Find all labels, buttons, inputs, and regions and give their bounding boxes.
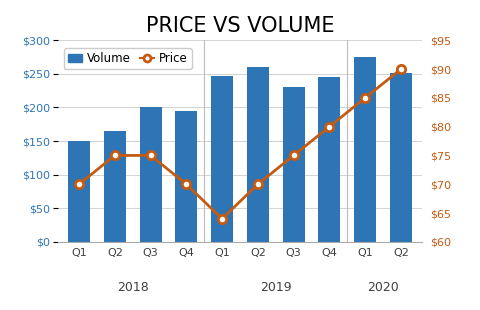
Bar bbox=[390, 73, 412, 242]
Bar bbox=[104, 131, 126, 242]
Text: 2018: 2018 bbox=[117, 281, 149, 294]
Bar bbox=[68, 141, 90, 242]
Bar bbox=[175, 111, 197, 242]
Bar bbox=[211, 76, 233, 242]
Text: 2019: 2019 bbox=[260, 281, 291, 294]
Title: PRICE VS VOLUME: PRICE VS VOLUME bbox=[146, 16, 334, 36]
Text: 2020: 2020 bbox=[367, 281, 399, 294]
Bar bbox=[140, 108, 162, 242]
Bar bbox=[318, 77, 340, 242]
Bar bbox=[354, 57, 376, 242]
Legend: Volume, Price: Volume, Price bbox=[63, 48, 192, 69]
Bar bbox=[283, 87, 305, 242]
Bar bbox=[247, 67, 269, 242]
